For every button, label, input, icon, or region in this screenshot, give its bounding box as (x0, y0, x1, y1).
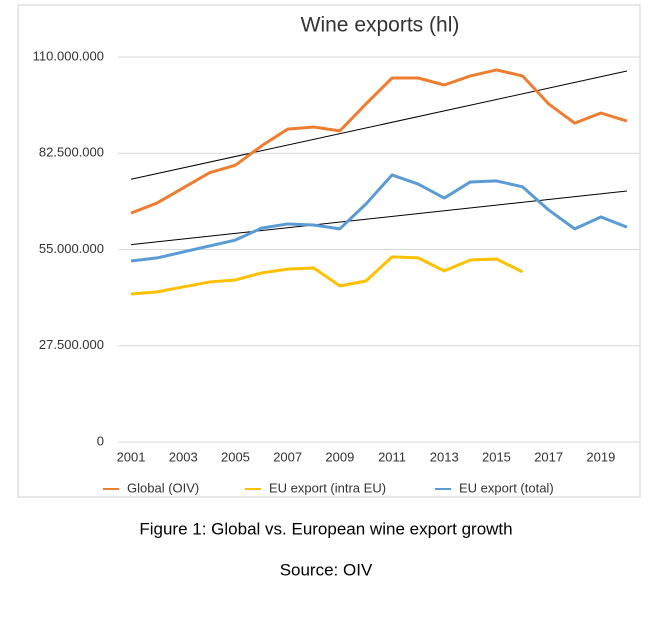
x-tick-label: 2001 (117, 449, 146, 464)
x-tick-label: 2019 (586, 449, 615, 464)
x-tick-label: 2013 (430, 449, 459, 464)
caption: Figure 1: Global vs. European wine expor… (139, 519, 512, 538)
source: Source: OIV (280, 560, 373, 579)
x-tick-label: 2015 (482, 449, 511, 464)
chart-title: Wine exports (hl) (301, 14, 460, 37)
trendline (130, 70, 628, 180)
y-tick-label: 27.500.000 (39, 337, 104, 352)
series-line (130, 68, 628, 215)
legend-label: EU export (total) (459, 480, 554, 495)
series-line (130, 255, 524, 296)
x-tick-label: 2005 (221, 449, 250, 464)
legend-label: Global (OIV) (127, 480, 199, 495)
y-tick-label: 0 (97, 433, 104, 448)
y-tick-label: 55.000.000 (39, 241, 104, 256)
chart-border (17, 4, 641, 498)
y-tick-label: 110.000.000 (33, 48, 104, 63)
trendline (130, 190, 628, 246)
x-tick-label: 2003 (169, 449, 198, 464)
x-tick-label: 2009 (325, 449, 354, 464)
x-tick-label: 2017 (534, 449, 563, 464)
legend-label: EU export (intra EU) (269, 480, 386, 495)
y-tick-label: 82.500.000 (39, 145, 104, 160)
series-line (130, 173, 628, 263)
x-tick-label: 2011 (378, 449, 406, 464)
x-tick-label: 2007 (273, 449, 302, 464)
